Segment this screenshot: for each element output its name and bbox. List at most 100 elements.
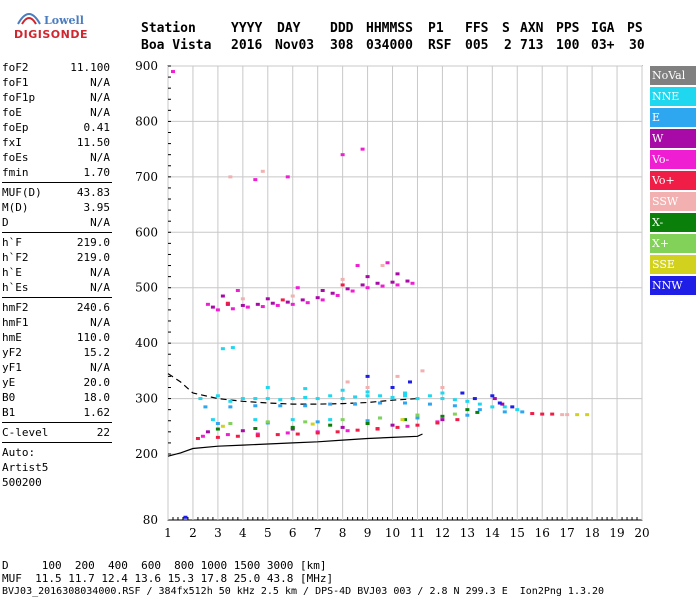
- param-key: B0: [2, 391, 16, 404]
- param-key: h`E: [2, 266, 22, 279]
- param-row: foE N/A: [2, 105, 114, 120]
- data-point-e: [520, 410, 525, 414]
- param-value: 22: [96, 426, 110, 439]
- x-tick-label: 19: [609, 526, 624, 540]
- data-point-vo: [385, 261, 390, 265]
- x-tick-label: 2: [189, 526, 197, 540]
- header-label-10: IGA: [591, 21, 615, 36]
- header-label-7: S: [502, 21, 510, 36]
- legend-item-noval: NoVal: [650, 66, 696, 85]
- data-point-e: [502, 410, 507, 414]
- data-point-w: [220, 294, 225, 298]
- y-tick-label: 80: [143, 513, 158, 527]
- data-point-x: [475, 410, 480, 414]
- legend-item-e: E: [650, 108, 696, 127]
- header-value-9: 100: [556, 38, 580, 53]
- header-value-3: 308: [330, 38, 354, 53]
- plot-frame: [167, 65, 643, 521]
- data-point-vo: [275, 303, 280, 307]
- data-point-e: [365, 419, 370, 423]
- param-value: 11.50: [76, 136, 110, 149]
- data-point-w: [340, 425, 345, 429]
- x-tick-label: 1: [164, 526, 172, 540]
- header-value-7: 2: [504, 38, 512, 53]
- data-point-nne: [365, 394, 370, 398]
- data-point-nne: [415, 397, 420, 401]
- data-point-nne: [240, 397, 245, 401]
- x-tick-label: 20: [634, 526, 649, 540]
- x-tick-label: 6: [289, 526, 297, 540]
- data-point-sse: [585, 413, 590, 417]
- data-point-vo: [230, 307, 235, 311]
- profile-curve-dashed: [167, 373, 418, 405]
- data-point-e: [253, 404, 258, 408]
- x-tick-label: 10: [385, 526, 400, 540]
- data-point-nne: [340, 388, 345, 392]
- data-point-nne: [290, 418, 295, 422]
- data-point-nne: [390, 395, 395, 399]
- param-value: 219.0: [76, 251, 110, 264]
- data-point-x: [303, 420, 308, 424]
- data-point-nne: [315, 397, 320, 401]
- data-point-vo: [295, 432, 300, 436]
- param-value: N/A: [90, 151, 110, 164]
- logo-text-lowell: Lowell: [44, 14, 84, 27]
- param-value: N/A: [90, 76, 110, 89]
- data-point-w: [375, 281, 380, 285]
- data-point-nne: [220, 347, 225, 351]
- autoscaling-info-line2: Artist5: [2, 461, 49, 474]
- y-tick-label: 900: [135, 59, 158, 73]
- x-tick-label: 16: [535, 526, 550, 540]
- footer-distance-line: D 100 200 400 600 800 1000 1500 3000 [km…: [2, 559, 327, 572]
- param-key: foF2: [2, 61, 29, 74]
- data-point-nnw: [183, 515, 188, 519]
- data-point-vo: [235, 434, 240, 438]
- x-tick-label: 3: [214, 526, 222, 540]
- param-value: 3.95: [83, 201, 111, 214]
- data-point-e: [403, 401, 407, 405]
- data-point-vo: [235, 288, 240, 292]
- data-point-ssw: [365, 385, 370, 389]
- data-point-e: [353, 402, 358, 406]
- data-point-vo: [290, 302, 295, 306]
- data-point-nne: [303, 387, 308, 391]
- param-row: foEp 0.41: [2, 120, 114, 135]
- header-value-6: 005: [465, 38, 489, 53]
- data-point-x: [415, 413, 420, 417]
- legend-item-vo: Vo+: [650, 171, 696, 190]
- param-row: hmF2 240.6: [2, 300, 114, 315]
- param-row: h`Es N/A: [2, 280, 114, 295]
- data-point-vo: [455, 418, 460, 422]
- data-point-vo: [225, 433, 230, 437]
- data-point-vo: [335, 430, 340, 434]
- param-row: yE 20.0: [2, 375, 114, 390]
- data-point-w: [210, 305, 215, 309]
- data-point-e: [328, 402, 333, 406]
- header-label-4: HHMMSS: [366, 21, 413, 36]
- data-point-ssw: [345, 380, 350, 384]
- data-point-nne: [328, 394, 333, 398]
- param-row: B1 1.62: [2, 405, 114, 420]
- data-point-vo: [195, 436, 200, 440]
- param-key: foEs: [2, 151, 29, 164]
- data-point-sse: [575, 413, 580, 417]
- x-tick-label: 17: [560, 526, 575, 540]
- param-key: h`Es: [2, 281, 29, 294]
- param-value: N/A: [90, 361, 110, 374]
- autoscaling-info-line1: Auto:: [2, 446, 36, 459]
- data-point-vo: [405, 424, 410, 428]
- param-key: C-level: [2, 426, 49, 439]
- param-separator: [2, 182, 112, 183]
- param-key: h`F: [2, 236, 22, 249]
- x-tick-label: 15: [510, 526, 525, 540]
- param-key: yF1: [2, 361, 22, 374]
- data-point-ssw: [395, 374, 400, 378]
- x-tick-label: 7: [314, 526, 322, 540]
- data-point-w: [500, 402, 505, 406]
- param-row: foF1p N/A: [2, 90, 114, 105]
- data-point-ssw: [260, 169, 265, 173]
- param-key: hmE: [2, 331, 22, 344]
- param-key: D: [2, 216, 9, 229]
- data-point-vo: [375, 427, 380, 431]
- param-key: foEp: [2, 121, 29, 134]
